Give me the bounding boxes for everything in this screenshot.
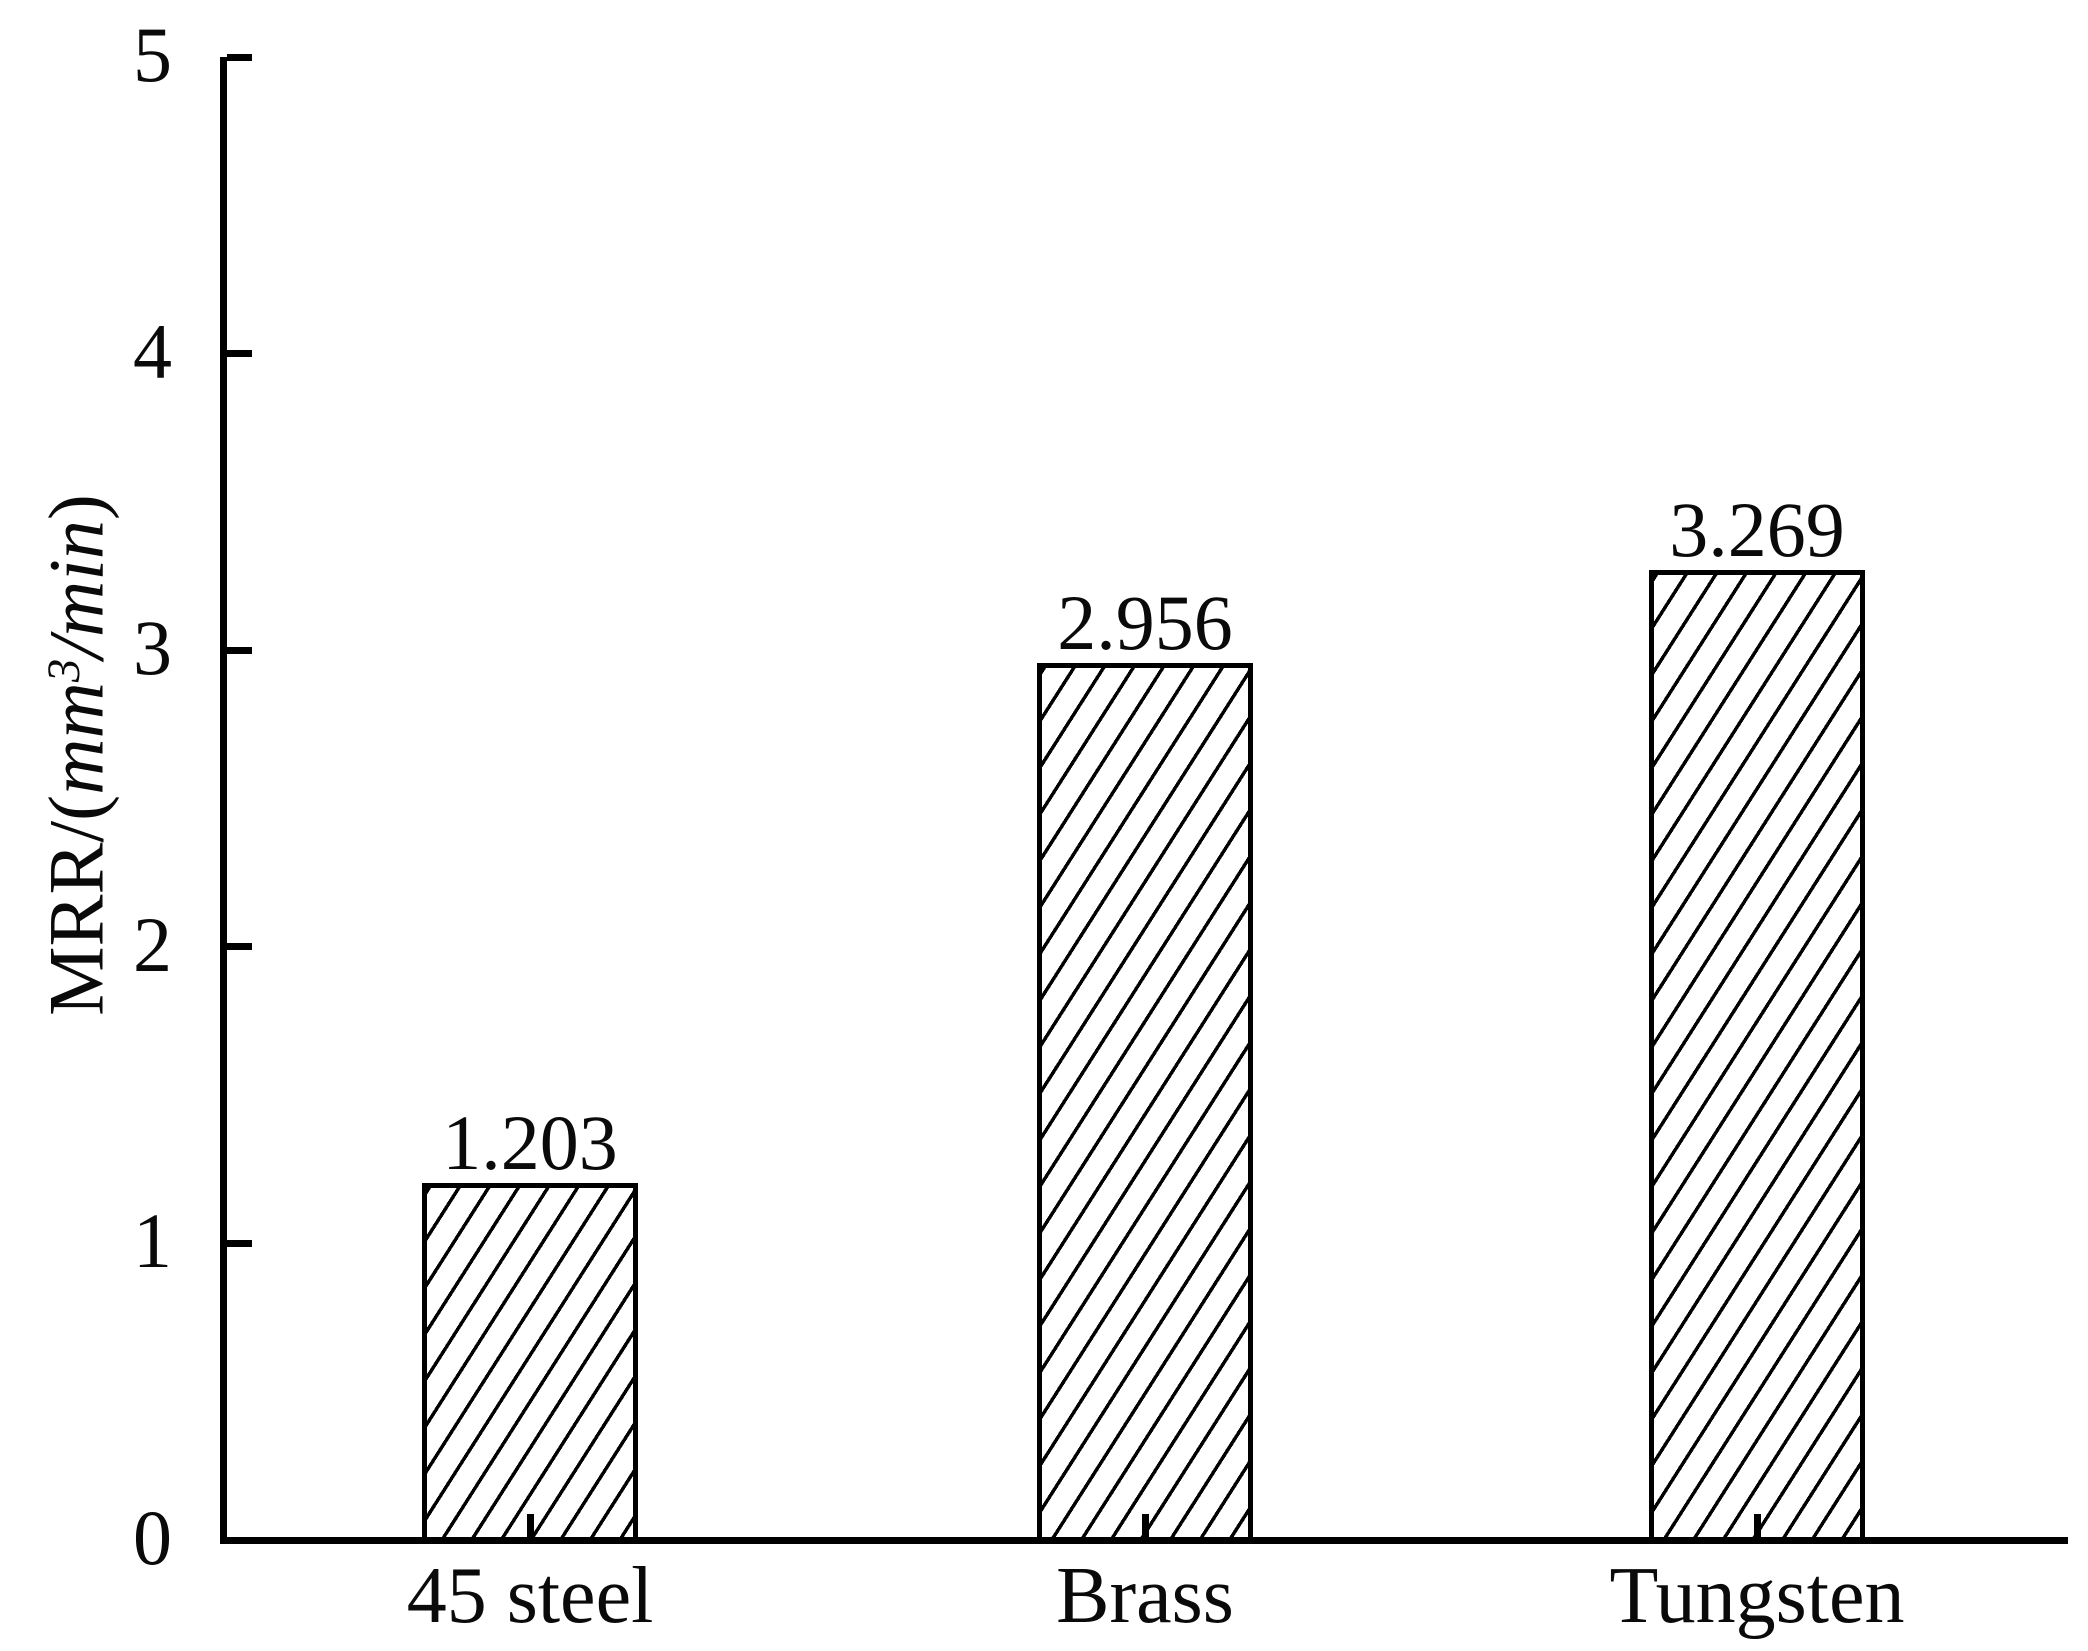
x-tick-tungsten bbox=[1753, 1514, 1761, 1540]
x-category-label-45-steel: 45 steel bbox=[406, 1552, 654, 1640]
x-category-label-brass: Brass bbox=[1056, 1552, 1234, 1640]
bar-value-label-45-steel: 1.203 bbox=[442, 1099, 618, 1186]
y-tick-4 bbox=[227, 350, 252, 358]
y-tick-5 bbox=[227, 53, 252, 61]
y-tick-3 bbox=[227, 646, 252, 654]
y-axis-title: MRR/(mm3/min) bbox=[14, 455, 119, 1055]
x-axis-line bbox=[220, 1537, 2068, 1544]
y-tick-2 bbox=[227, 943, 252, 951]
y-tick-0 bbox=[227, 1536, 252, 1544]
bar-value-label-tungsten: 3.269 bbox=[1669, 486, 1845, 573]
y-tick-label-4: 4 bbox=[133, 307, 172, 395]
y-axis-title-min: min bbox=[32, 520, 120, 638]
bar-tungsten bbox=[1649, 570, 1865, 1540]
y-tick-label-2: 2 bbox=[133, 900, 172, 988]
bar-value-label-brass: 2.956 bbox=[1057, 579, 1233, 666]
bar-45-steel bbox=[422, 1183, 638, 1540]
bar-brass bbox=[1037, 663, 1253, 1540]
y-axis-title-exponent: 3 bbox=[38, 658, 90, 683]
y-tick-1 bbox=[227, 1239, 252, 1247]
y-axis-title-mm: mm bbox=[32, 682, 120, 795]
y-tick-label-1: 1 bbox=[133, 1197, 172, 1285]
y-tick-label-0: 0 bbox=[133, 1494, 172, 1581]
y-axis-title-prefix: MRR/( bbox=[32, 794, 120, 1016]
y-tick-label-3: 3 bbox=[133, 604, 172, 692]
x-tick-brass bbox=[1141, 1514, 1149, 1540]
x-category-label-tungsten: Tungsten bbox=[1609, 1552, 1905, 1640]
y-axis-title-slash: / bbox=[32, 637, 120, 659]
x-tick-45-steel bbox=[526, 1514, 534, 1540]
y-axis-line bbox=[220, 57, 227, 1544]
y-axis-title-suffix: ) bbox=[32, 494, 120, 521]
y-tick-label-5: 5 bbox=[133, 11, 172, 98]
